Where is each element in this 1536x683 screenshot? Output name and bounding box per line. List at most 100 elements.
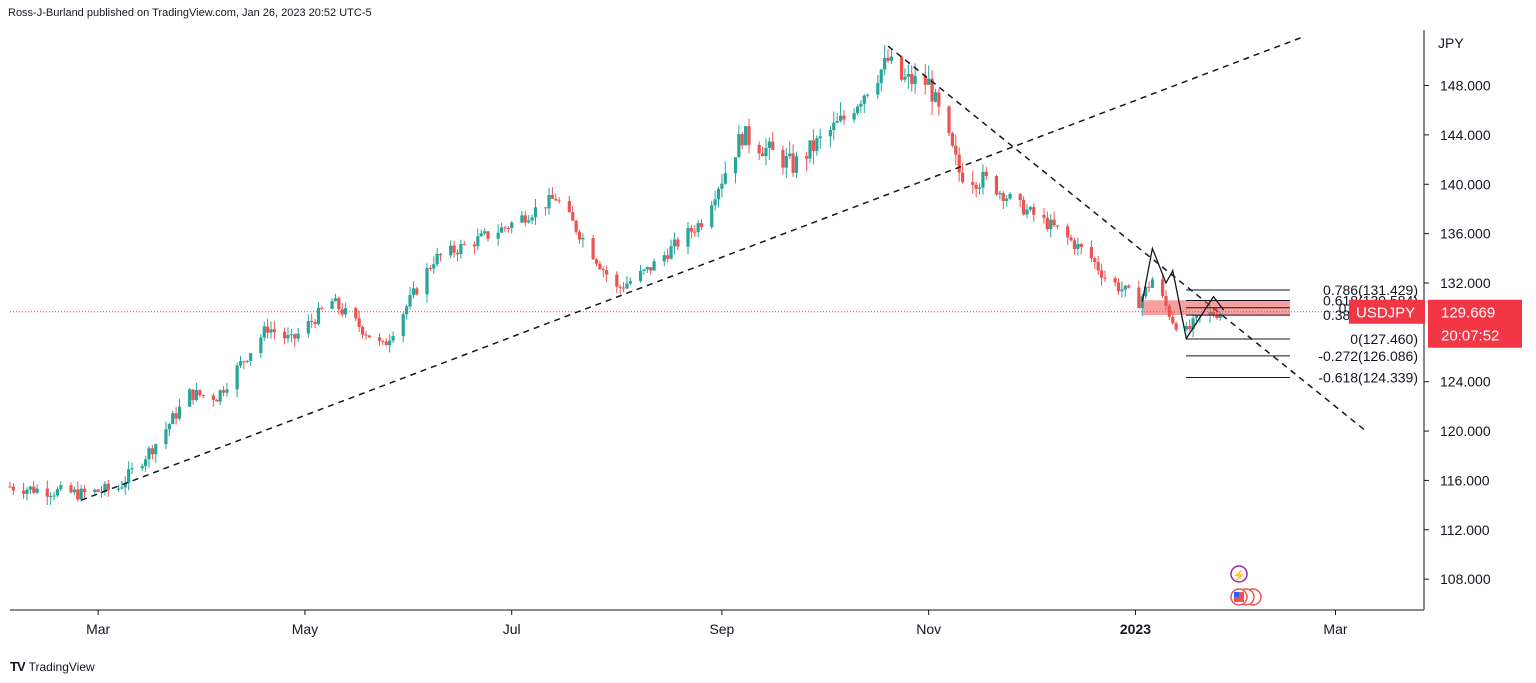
candle-body (818, 136, 822, 139)
y-tick-label: 120.000 (1440, 423, 1491, 439)
trendline-falling-resistance (887, 45, 1367, 432)
candle-body (289, 334, 293, 336)
candle-body (1096, 262, 1100, 271)
candle-body (1045, 217, 1049, 230)
candle-body (862, 95, 866, 104)
candle-body (177, 406, 182, 419)
candle-body (605, 270, 609, 275)
candle-body (1001, 193, 1005, 201)
candle-body (618, 286, 622, 288)
candle-body (55, 489, 60, 496)
lightning-icon (1230, 565, 1248, 583)
y-tick-label: 144.000 (1440, 127, 1491, 143)
candle-body (910, 74, 914, 84)
candle-body (666, 255, 670, 259)
candle-body (760, 153, 765, 157)
candle-body (103, 483, 107, 492)
candle-body (744, 126, 748, 146)
candle-body (476, 236, 480, 247)
candle-body (1005, 198, 1009, 201)
candle-body (82, 488, 87, 493)
candle-body (499, 227, 504, 233)
candle-body (571, 211, 575, 221)
candle-body (1161, 279, 1165, 296)
candle-body (1174, 323, 1178, 330)
candle-body (1137, 287, 1141, 309)
currency-label: JPY (1438, 35, 1464, 51)
candle-body (930, 78, 934, 102)
candle-body (32, 486, 36, 493)
candle-body (428, 268, 432, 270)
candle-body (1123, 285, 1127, 290)
candle-body (377, 337, 382, 341)
candle-body (35, 488, 39, 493)
time-axis[interactable]: Mar May Jul Sep Nov 2023 Mar (10, 609, 1424, 637)
tradingview-brand[interactable]: TV TradingView (10, 659, 95, 674)
candle-body (1099, 270, 1104, 278)
candle-body (286, 335, 290, 339)
candle-body (544, 207, 548, 209)
fib-label: 0(127.460) (1350, 331, 1418, 347)
candle-body (1198, 315, 1202, 317)
candle-body (154, 444, 158, 455)
candle-body (842, 115, 846, 120)
price-axis[interactable]: JPY 148.000 144.000 140.000 136.000 132.000 12… (1423, 30, 1491, 610)
candle-body (883, 57, 887, 70)
candle-body (591, 237, 595, 260)
candle-body (527, 220, 531, 223)
candle-body (130, 468, 134, 470)
candle-body (52, 495, 56, 497)
candle-body (218, 390, 222, 402)
candle-body (235, 365, 239, 390)
candle-body (333, 298, 338, 302)
candle-body (523, 215, 527, 223)
candle-body (693, 231, 697, 233)
candle-body (194, 390, 199, 401)
candle-body (28, 486, 32, 490)
candle-body (340, 309, 344, 315)
candle-body (1093, 258, 1097, 263)
candle-body (832, 122, 836, 131)
y-tick-label: 108.000 (1440, 571, 1491, 587)
candle-body (167, 424, 171, 430)
candle-body (947, 106, 951, 134)
candle-body (49, 496, 53, 498)
candle-body (747, 126, 751, 145)
candle-body (191, 389, 195, 401)
candle-body (957, 154, 961, 173)
candle-body (401, 314, 405, 337)
countdown-label: 20:07:52 (1441, 328, 1499, 345)
candle-body (716, 188, 721, 200)
candle-body (1171, 316, 1175, 324)
candle-body (76, 489, 80, 500)
candle-body (21, 490, 26, 494)
last-price-bg (1428, 299, 1522, 348)
candle-body (455, 252, 460, 255)
candle-body (554, 198, 558, 201)
candle-body (733, 157, 738, 174)
candle-body (876, 83, 880, 95)
x-tick-label: Mar (1323, 621, 1347, 637)
candle-body (259, 337, 263, 354)
candle-body (282, 331, 287, 339)
abc-pattern-line (1141, 246, 1225, 341)
y-tick-label: 112.000 (1440, 522, 1490, 538)
candle-body (601, 269, 605, 271)
candle-body (25, 489, 29, 494)
candle-body (1089, 247, 1094, 259)
candle-body (238, 361, 243, 366)
candle-body (293, 334, 297, 339)
symbol-label-bg (1349, 299, 1425, 324)
candle-body (855, 106, 860, 114)
candle-body (310, 321, 314, 323)
candle-body (367, 335, 371, 338)
candle-body (669, 246, 673, 259)
candle-body (628, 280, 632, 284)
candle-body (567, 201, 571, 212)
candle-body (550, 194, 554, 199)
candle-body (547, 194, 551, 209)
candle-body (1069, 237, 1073, 241)
candle-body (954, 145, 958, 155)
candle-body (354, 308, 358, 319)
